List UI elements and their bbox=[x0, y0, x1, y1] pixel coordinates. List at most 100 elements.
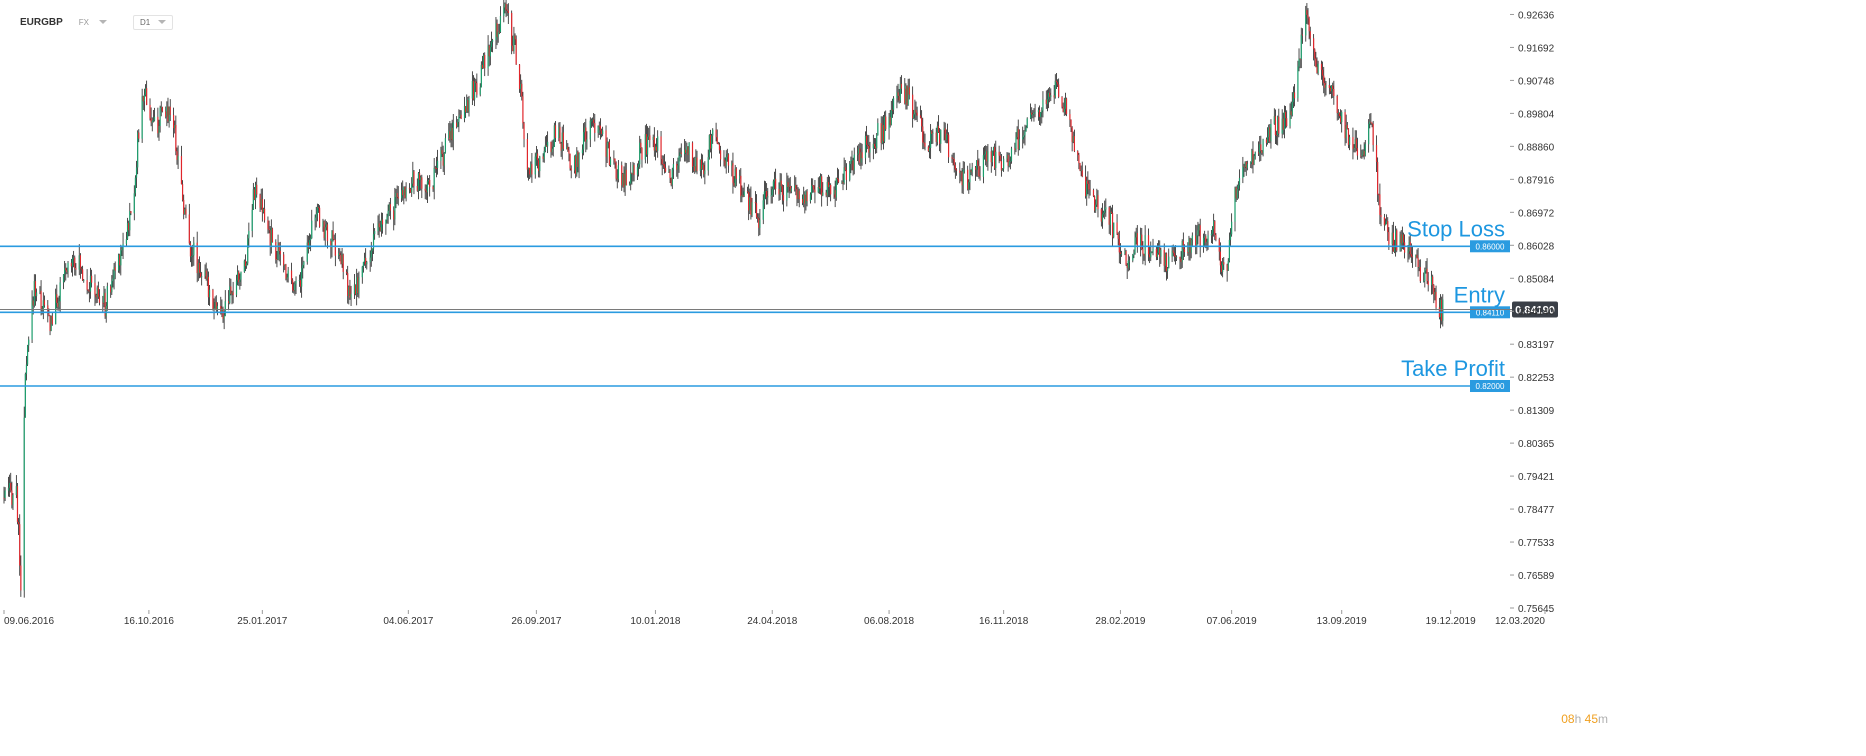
candle-body bbox=[520, 83, 522, 89]
candle bbox=[339, 248, 341, 262]
candle-body bbox=[558, 127, 560, 138]
candle-body bbox=[1396, 230, 1398, 251]
candle bbox=[1077, 150, 1079, 162]
candle-body bbox=[334, 239, 336, 256]
candle-body bbox=[466, 100, 468, 113]
candle-body bbox=[590, 120, 593, 122]
candle-body bbox=[345, 271, 348, 274]
candle-body bbox=[361, 266, 363, 278]
candle bbox=[719, 145, 722, 167]
candle-body bbox=[1386, 221, 1388, 224]
candle-body bbox=[279, 250, 281, 255]
candle bbox=[417, 171, 420, 200]
candle bbox=[416, 178, 418, 192]
candle bbox=[749, 188, 751, 215]
candle-body bbox=[340, 255, 342, 264]
candle-body bbox=[614, 158, 616, 163]
candle-body bbox=[1278, 116, 1280, 134]
candle bbox=[615, 161, 617, 182]
candle bbox=[213, 298, 215, 320]
candle-body bbox=[676, 164, 678, 170]
candle-body bbox=[212, 289, 214, 309]
candle bbox=[1210, 229, 1213, 244]
candle-body bbox=[141, 96, 143, 139]
candle bbox=[992, 146, 995, 156]
candle bbox=[1187, 242, 1189, 256]
candle-body bbox=[1425, 268, 1427, 271]
candle bbox=[1284, 105, 1287, 129]
candle bbox=[362, 261, 365, 273]
candle bbox=[47, 300, 49, 323]
candle bbox=[1109, 205, 1111, 236]
candle bbox=[1073, 129, 1075, 153]
candle bbox=[1231, 213, 1233, 237]
chevron-down-icon[interactable] bbox=[99, 20, 108, 24]
candle-body bbox=[513, 35, 515, 52]
candle bbox=[1332, 82, 1334, 99]
candle-body bbox=[1259, 144, 1261, 154]
candle-body bbox=[1328, 85, 1330, 89]
candle-body bbox=[1219, 251, 1222, 266]
candle-body bbox=[1047, 92, 1050, 100]
candle-body bbox=[1040, 112, 1042, 117]
candle bbox=[307, 235, 309, 254]
candle bbox=[1045, 90, 1047, 109]
instrument-type-label[interactable]: FX bbox=[78, 17, 90, 27]
candle bbox=[120, 244, 122, 276]
candle-body bbox=[536, 153, 539, 161]
candle bbox=[527, 167, 530, 181]
candle bbox=[967, 165, 969, 191]
candle-body bbox=[129, 211, 131, 231]
candle-body bbox=[970, 170, 972, 173]
candle-body bbox=[1404, 242, 1406, 253]
symbol-label[interactable]: EURGBP bbox=[20, 16, 63, 28]
candle-body bbox=[9, 482, 11, 488]
candle bbox=[962, 161, 964, 195]
candle bbox=[688, 142, 690, 163]
candle bbox=[12, 493, 14, 510]
candle-body bbox=[688, 142, 690, 155]
candle-body bbox=[594, 123, 596, 133]
candle-body bbox=[523, 123, 525, 140]
candle bbox=[888, 113, 890, 140]
candle bbox=[1111, 204, 1114, 246]
candle bbox=[83, 278, 85, 283]
y-tick-label: 0.77533 bbox=[1518, 538, 1555, 549]
candle-body bbox=[1329, 88, 1332, 92]
candle-body bbox=[671, 169, 673, 185]
candle bbox=[569, 153, 571, 171]
candle bbox=[1206, 238, 1208, 252]
timeframe-selector[interactable]: D1 bbox=[133, 14, 174, 30]
candle-body bbox=[1371, 122, 1373, 124]
candle-body bbox=[869, 148, 871, 153]
candle-body bbox=[977, 160, 979, 166]
candle bbox=[880, 116, 882, 151]
candle bbox=[1116, 214, 1118, 236]
candle bbox=[1356, 137, 1359, 160]
candle-body bbox=[389, 204, 391, 211]
candle-body bbox=[952, 158, 954, 160]
candle bbox=[1337, 109, 1339, 120]
y-tick-label: 0.87916 bbox=[1518, 175, 1555, 186]
candle bbox=[754, 191, 757, 214]
candle bbox=[679, 147, 681, 162]
candle bbox=[496, 19, 498, 46]
candle-body bbox=[775, 178, 777, 189]
candle bbox=[1227, 258, 1229, 271]
candle-body bbox=[786, 182, 788, 201]
candle bbox=[703, 162, 705, 178]
candle bbox=[1401, 226, 1403, 250]
candle-body bbox=[746, 191, 749, 193]
candle-body bbox=[670, 177, 672, 185]
level-price-label: 0.86000 bbox=[1476, 242, 1505, 251]
candle-body bbox=[113, 267, 115, 279]
candle-body bbox=[1220, 265, 1223, 272]
candle-body bbox=[95, 294, 97, 298]
candle-body bbox=[1165, 253, 1168, 272]
candle-body bbox=[16, 486, 19, 522]
candle bbox=[177, 145, 179, 169]
candle bbox=[523, 121, 525, 148]
y-tick-label: 0.76589 bbox=[1518, 571, 1555, 582]
candle-body bbox=[766, 190, 768, 198]
